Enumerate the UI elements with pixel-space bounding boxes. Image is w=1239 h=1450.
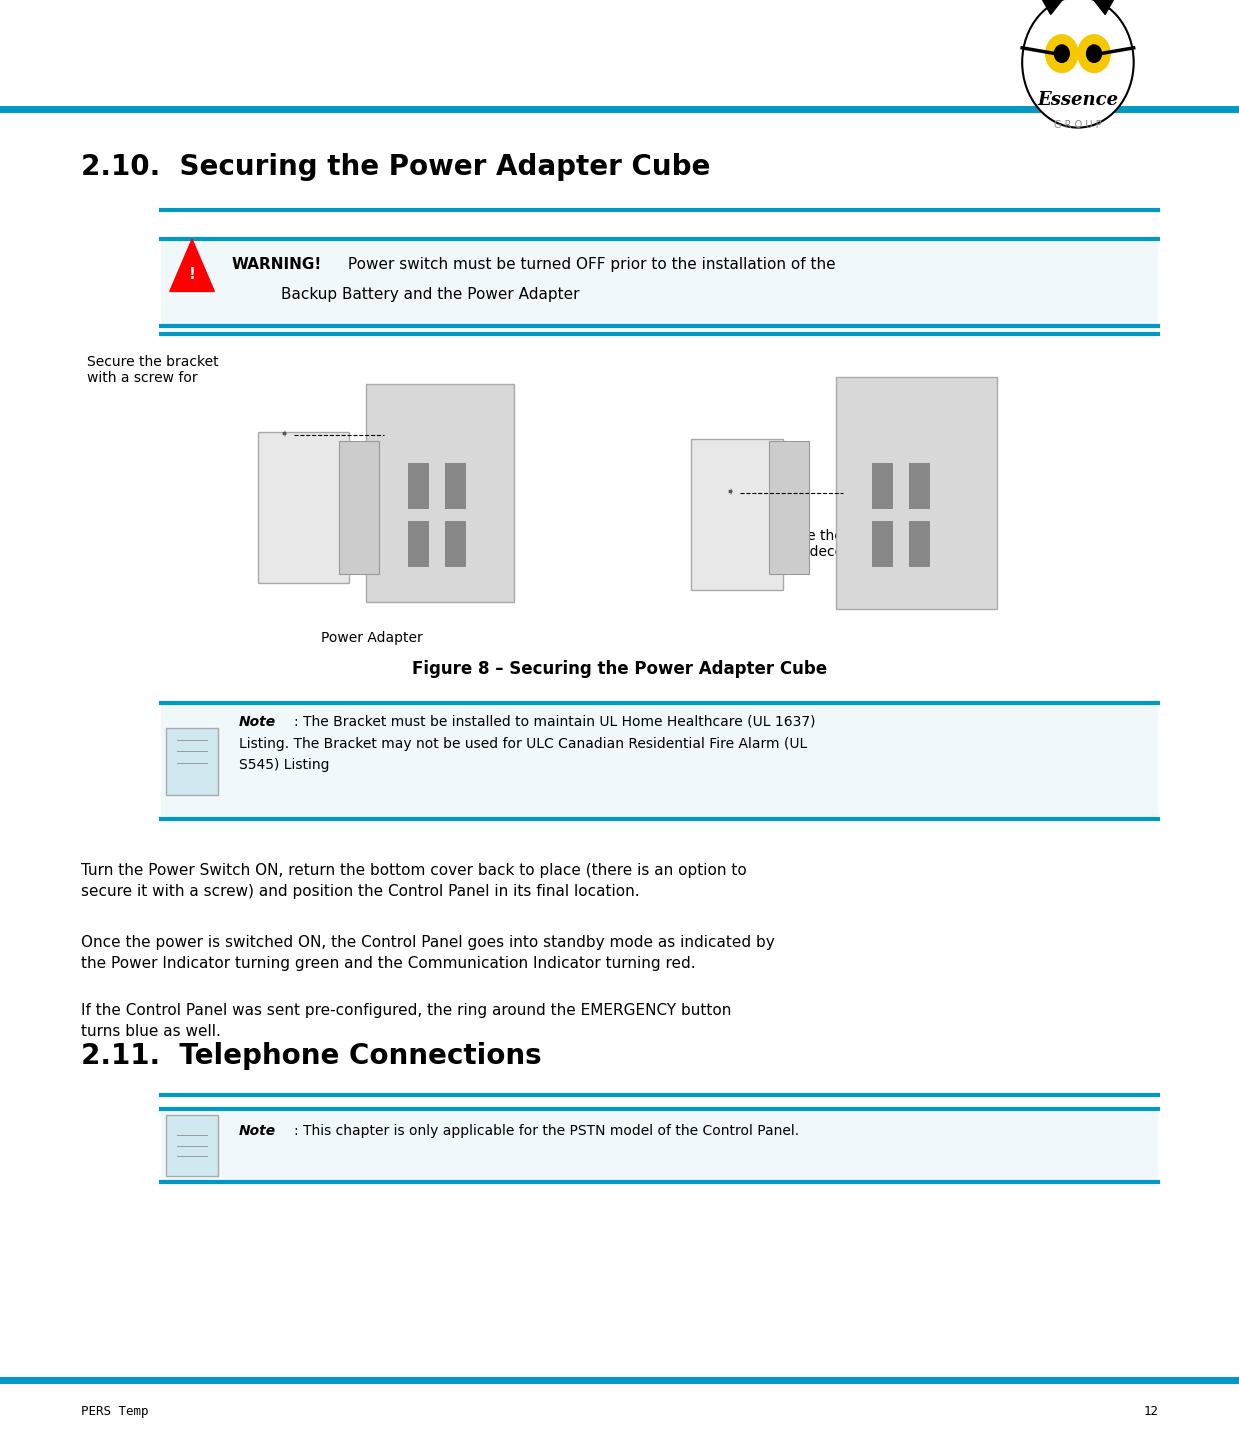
FancyBboxPatch shape [445, 463, 466, 509]
Text: PERS Temp: PERS Temp [81, 1405, 147, 1418]
Text: !: ! [188, 267, 196, 281]
FancyBboxPatch shape [166, 728, 218, 795]
Text: WARNING!: WARNING! [232, 257, 322, 271]
Text: Once the power is switched ON, the Control Panel goes into standby mode as indic: Once the power is switched ON, the Contr… [81, 935, 774, 972]
Text: Secure the bracket
with a screw for: Secure the bracket with a screw for [87, 355, 218, 386]
FancyBboxPatch shape [366, 384, 514, 602]
Text: ➧: ➧ [279, 431, 289, 439]
Text: Essence: Essence [1037, 91, 1119, 109]
Text: Listing. The Bracket may not be used for ULC Canadian Residential Fire Alarm (UL: Listing. The Bracket may not be used for… [239, 737, 808, 751]
FancyBboxPatch shape [872, 463, 893, 509]
Circle shape [1078, 35, 1110, 72]
Text: G R O U P: G R O U P [1054, 120, 1101, 130]
Text: S545) Listing: S545) Listing [239, 758, 330, 773]
FancyBboxPatch shape [339, 441, 379, 574]
Circle shape [1087, 45, 1101, 62]
FancyBboxPatch shape [408, 521, 429, 567]
Polygon shape [170, 239, 214, 291]
FancyBboxPatch shape [161, 703, 1158, 819]
Circle shape [1022, 0, 1134, 128]
Text: Secure the bracket with a screw
for decorative style outlets: Secure the bracket with a screw for deco… [768, 529, 991, 560]
FancyBboxPatch shape [872, 521, 893, 567]
Text: 2.10.  Securing the Power Adapter Cube: 2.10. Securing the Power Adapter Cube [81, 154, 710, 181]
Text: Power Adapter: Power Adapter [321, 631, 422, 645]
FancyBboxPatch shape [166, 1115, 218, 1176]
Text: 2.11.  Telephone Connections: 2.11. Telephone Connections [81, 1043, 541, 1070]
FancyBboxPatch shape [769, 441, 809, 574]
FancyBboxPatch shape [691, 439, 783, 590]
Text: Power switch must be turned OFF prior to the installation of the: Power switch must be turned OFF prior to… [343, 257, 836, 271]
FancyBboxPatch shape [161, 239, 1158, 326]
Polygon shape [1090, 0, 1121, 14]
Text: : This chapter is only applicable for the PSTN model of the Control Panel.: : This chapter is only applicable for th… [294, 1124, 799, 1138]
Polygon shape [1035, 0, 1066, 14]
Text: Note: Note [239, 715, 276, 729]
Text: If the Control Panel was sent pre-configured, the ring around the EMERGENCY butt: If the Control Panel was sent pre-config… [81, 1003, 731, 1040]
Text: 12: 12 [1144, 1405, 1158, 1418]
Text: Backup Battery and the Power Adapter: Backup Battery and the Power Adapter [281, 287, 580, 302]
FancyBboxPatch shape [258, 432, 349, 583]
Text: Note: Note [239, 1124, 276, 1138]
Text: Figure 8 – Securing the Power Adapter Cube: Figure 8 – Securing the Power Adapter Cu… [411, 660, 828, 677]
FancyBboxPatch shape [836, 377, 997, 609]
FancyBboxPatch shape [909, 463, 930, 509]
Circle shape [1046, 35, 1078, 72]
Text: Turn the Power Switch ON, return the bottom cover back to place (there is an opt: Turn the Power Switch ON, return the bot… [81, 863, 746, 899]
FancyBboxPatch shape [408, 463, 429, 509]
Text: ➧: ➧ [725, 489, 735, 497]
FancyBboxPatch shape [909, 521, 930, 567]
FancyBboxPatch shape [445, 521, 466, 567]
FancyBboxPatch shape [161, 1109, 1158, 1182]
Circle shape [1054, 45, 1069, 62]
Text: : The Bracket must be installed to maintain UL Home Healthcare (UL 1637): : The Bracket must be installed to maint… [294, 715, 815, 729]
